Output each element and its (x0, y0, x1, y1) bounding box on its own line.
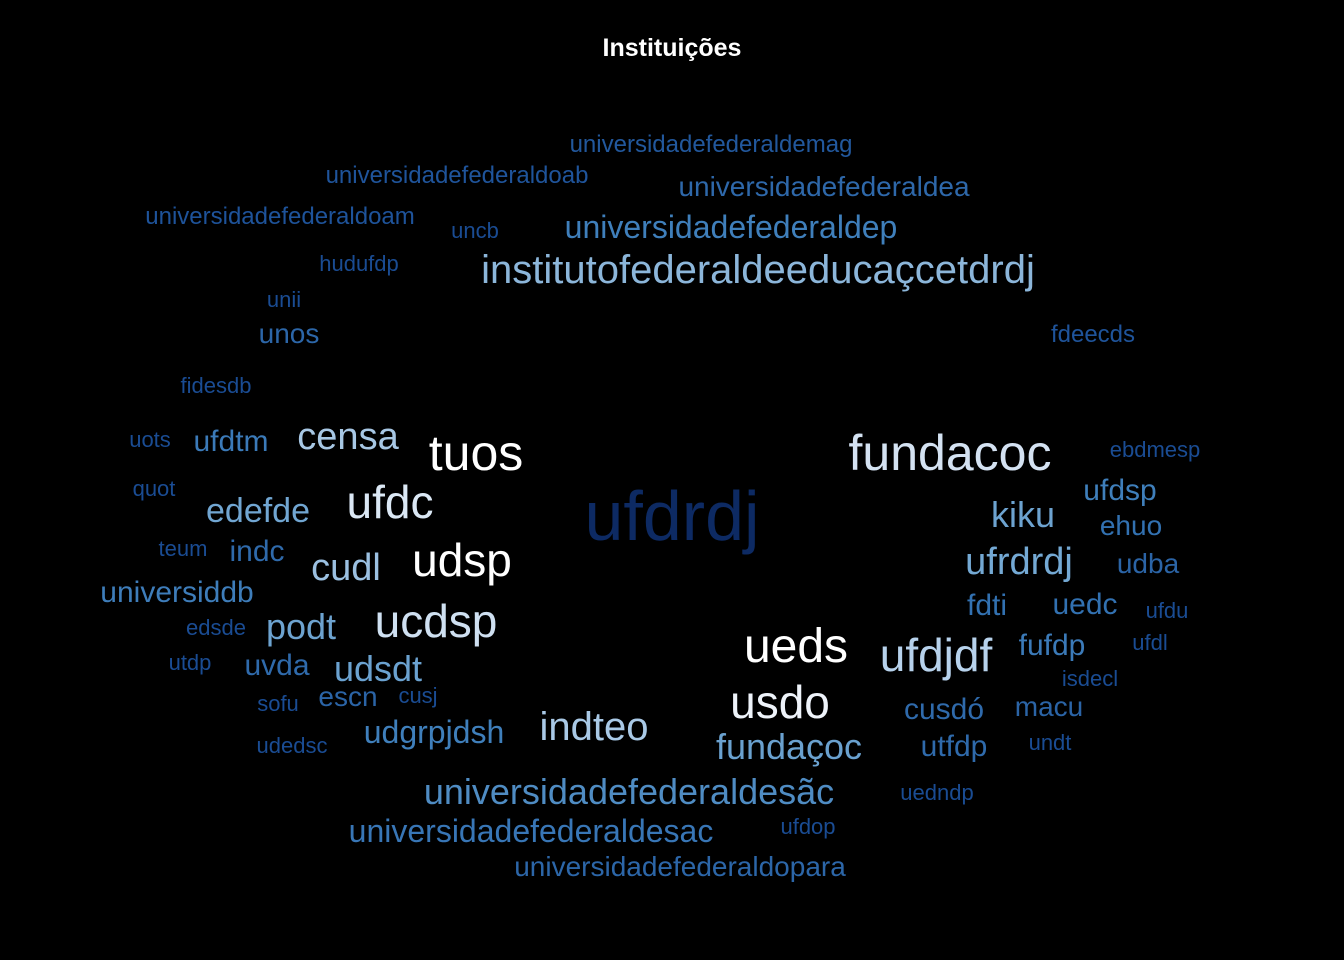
word-udba: udba (1116, 548, 1180, 579)
word-uots: uots (129, 427, 171, 452)
word-fdti: fdti (966, 589, 1008, 622)
word-quot: quot (132, 476, 176, 501)
word-universidadefederaldoam: universidadefederaldoam (145, 203, 415, 230)
chart-title: Instituições (602, 34, 742, 62)
word-unii: unii (266, 287, 302, 312)
word-utdp: utdp (168, 650, 212, 675)
word-ueds: ueds (743, 620, 849, 673)
word-universidadefederaldesac: universidadefederaldesac (348, 813, 714, 849)
word-censa: censa (297, 416, 399, 458)
word-fufdp: fufdp (1018, 629, 1086, 662)
word-institutofederaldeeducaccetdrdj: institutofederaldeeducaçcetdrdj (481, 248, 1035, 292)
word-universiddb: universiddb (100, 576, 254, 609)
word-ebdmesp: ebdmesp (1109, 437, 1201, 462)
word-ufdjdf: ufdjdf (879, 629, 993, 681)
word-macu: macu (1014, 691, 1084, 722)
word-cusdo: cusdó (903, 693, 985, 726)
word-cudl: cudl (311, 547, 381, 589)
word-universidadefederaldep: universidadefederaldep (564, 209, 898, 245)
word-ufrdrdj: ufrdrdj (965, 541, 1073, 583)
word-cusj: cusj (398, 683, 438, 708)
word-isdecl: isdecl (1061, 666, 1119, 691)
word-ufdl: ufdl (1132, 630, 1168, 655)
word-podt: podt (265, 606, 337, 647)
word-edsde: edsde (186, 615, 246, 640)
word-undt: undt (1028, 730, 1072, 755)
word-hudufdp: hudufdp (319, 251, 399, 276)
word-usdo: usdo (730, 676, 830, 728)
word-escn: escn (318, 681, 378, 712)
word-universidadefederaldoab: universidadefederaldoab (325, 162, 589, 189)
word-uedc: uedc (1052, 588, 1118, 621)
word-uncb: uncb (451, 218, 499, 243)
word-ufdc: ufdc (346, 476, 434, 528)
word-universidadefederaldemag: universidadefederaldemag (569, 131, 853, 158)
word-ufdtm: ufdtm (193, 425, 269, 458)
word-fidesdb: fidesdb (180, 373, 252, 398)
word-uvda: uvda (244, 649, 310, 682)
word-udedsc: udedsc (256, 733, 328, 758)
word-uedndp: uedndp (900, 780, 974, 805)
word-ucdsp: ucdsp (374, 595, 498, 647)
word-fdeecds: fdeecds (1050, 321, 1136, 348)
word-edefde: edefde (206, 492, 310, 530)
word-sofu: sofu (257, 691, 299, 716)
word-universidadefederaldea: universidadefederaldea (678, 171, 970, 202)
word-udsdt: udsdt (333, 648, 423, 689)
word-teum: teum (158, 536, 208, 561)
word-universidadefederaldesac: universidadefederaldesãc (423, 771, 835, 812)
word-kiku: kiku (990, 494, 1056, 535)
word-ufdsp: ufdsp (1083, 474, 1157, 507)
word-universidadefederaldopara: universidadefederaldopara (514, 851, 846, 882)
word-tuos: tuos (428, 425, 524, 481)
word-ufdrdj: ufdrdj (584, 477, 760, 555)
word-unos: unos (258, 318, 320, 349)
word-fundacoc: fundaçoc (715, 726, 863, 767)
word-ufdop: ufdop (780, 814, 836, 839)
word-ehuo: ehuo (1099, 510, 1163, 541)
word-indc: indc (229, 535, 285, 568)
word-fundacoc: fundacoc (848, 425, 1052, 481)
word-ufdu: ufdu (1145, 598, 1189, 623)
word-utfdp: utfdp (920, 730, 988, 763)
word-indteo: indteo (539, 705, 649, 749)
word-udgrpjdsh: udgrpjdsh (363, 714, 505, 750)
word-udsp: udsp (412, 534, 512, 586)
